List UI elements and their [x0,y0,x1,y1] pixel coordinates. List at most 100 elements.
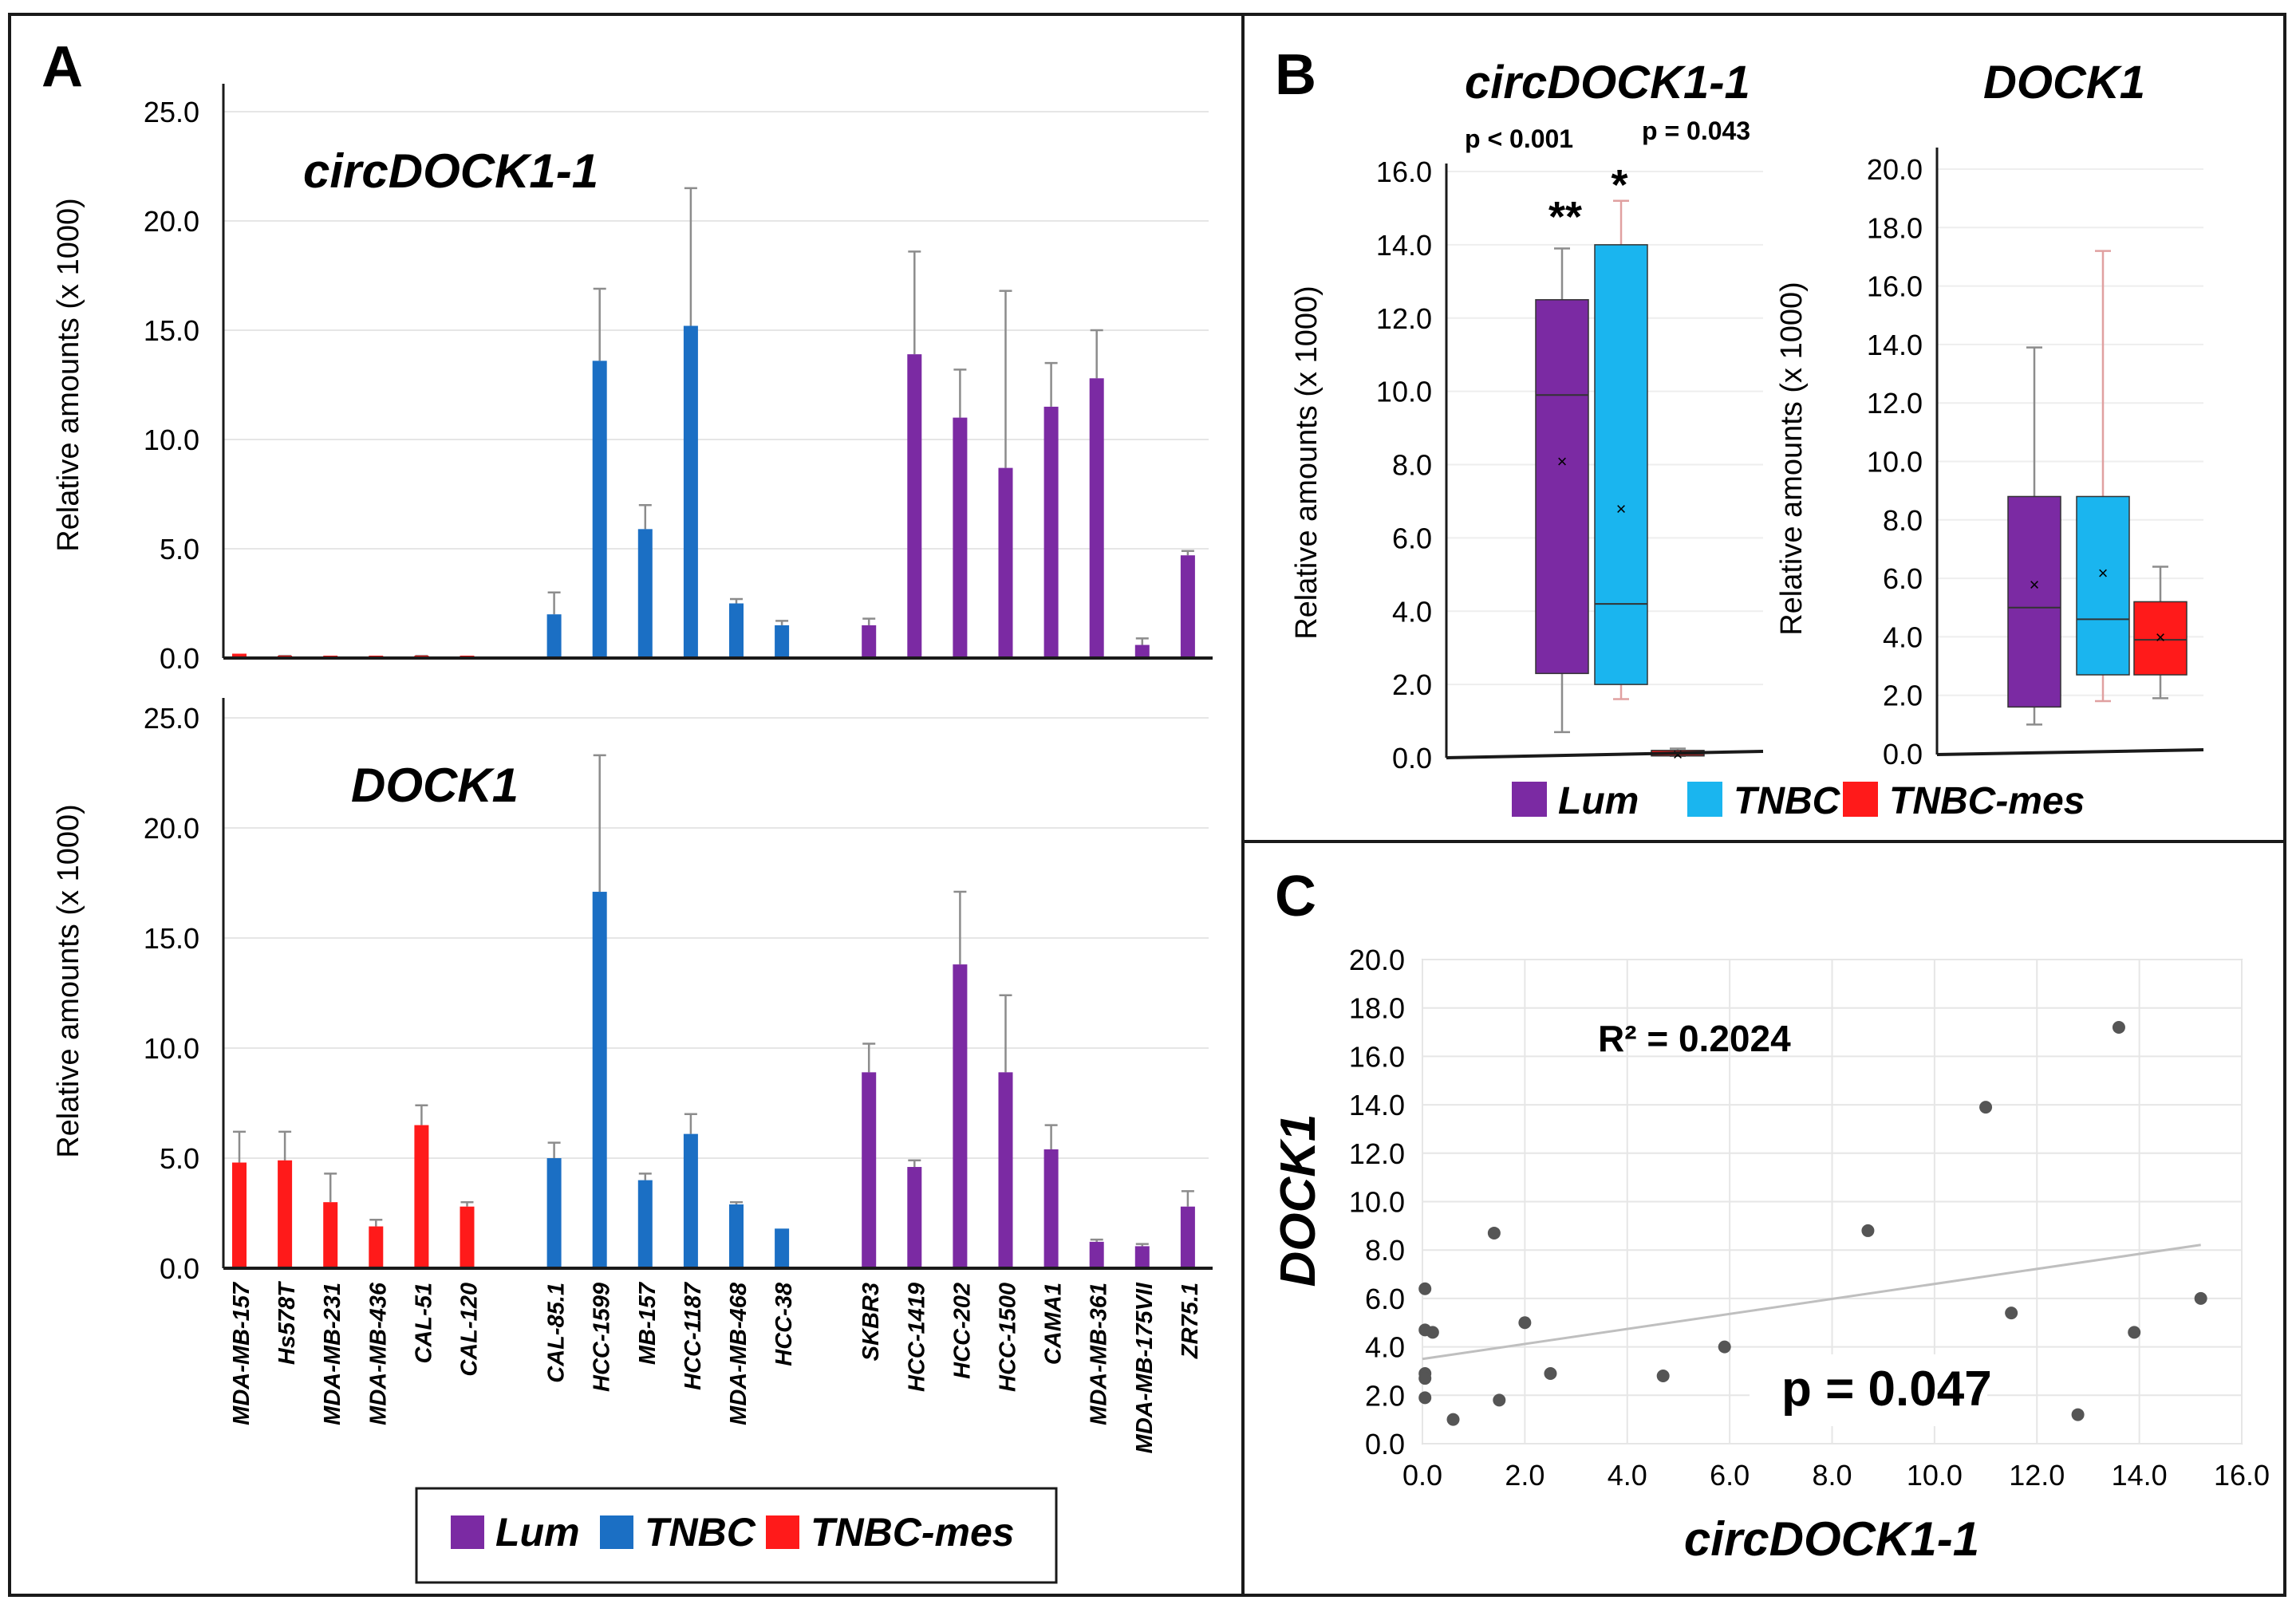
chart-b-circdock1: 0.02.04.06.08.010.012.014.016.0 ××× circ… [1290,57,1764,774]
c-pvalue-bg [1750,1354,1987,1426]
a-x-category-label: ZR75.1 [1178,1283,1203,1359]
b-dock-box-tnbc [2076,495,2130,676]
b-circ-y-tick-label: 16.0 [1376,156,1432,188]
b-circ-y-tick-label: 2.0 [1392,668,1432,701]
b-circ-mean-marker-tnbc: × [1616,499,1627,519]
a-top-y-label: Relative amounts (x 1000) [52,198,85,552]
c-x-tick-label: 6.0 [1710,1459,1750,1492]
a-bot-y-tick-label: 0.0 [160,1252,199,1285]
a-top-bar [907,354,922,658]
a-top-bar [998,467,1013,658]
a-bot-title: DOCK1 [351,759,519,812]
b-dock-y-tick-label: 0.0 [1883,738,1923,771]
a-top-y-tick-label: 25.0 [144,96,199,128]
a-bot-bar [369,1226,384,1268]
c-point [2194,1291,2207,1305]
a-x-category-label: MDA-MB-231 [320,1283,345,1425]
a-bot-y-tick-label: 5.0 [160,1142,199,1175]
a-bot-bar [637,1180,653,1268]
b-dock-box-mes [2133,601,2188,676]
b-circ-star-lum: ** [1548,193,1582,241]
c-x-tick-label: 16.0 [2214,1459,2270,1492]
chart-b-dock1: 0.02.04.06.08.010.012.014.016.018.020.0 … [1775,57,2204,771]
a-top-bar [683,325,698,658]
b-dock-y-tick-label: 18.0 [1867,211,1923,244]
a-top-bar [1134,644,1150,658]
a-top-bar [1180,555,1195,658]
c-point [1446,1413,1460,1426]
b-dock-y-tick-label: 20.0 [1867,153,1923,186]
b-circ-x-axis [1446,750,1764,759]
c-x-label: circDOCK1-1 [1684,1512,1979,1566]
a-top-bar [729,603,744,658]
legend-a: Lum TNBC TNBC-mes [415,1487,1058,1584]
b-dock-box-lum [2007,495,2061,708]
c-point [1656,1370,1670,1383]
legend-a-swatch-lum [451,1515,484,1549]
c-trendline-line [1422,1243,2201,1361]
a-x-category-label: CAL-51 [411,1283,436,1364]
legend-a-swatch-tnbc [600,1515,633,1549]
legend-b-label-tnbc: TNBC [1734,780,1841,822]
c-point [2128,1326,2141,1339]
b-dock-y-tick-label: 4.0 [1883,621,1923,653]
b-circ-y-tick-label: 6.0 [1392,522,1432,554]
b-circ-y-tick-label: 14.0 [1376,229,1432,262]
b-dock-mean-marker-mes: × [2156,627,2166,647]
b-circ-box-tnbc [1594,244,1648,685]
b-circ-y-label: Relative amounts (x 1000) [1290,286,1324,640]
a-top-bar [637,529,653,658]
legend-a-label-lum: Lum [495,1510,580,1555]
chart-a-circdock1: 0.0 5.0 10.0 15.0 20.0 25.0 circDOCK1-1 Relat… [52,84,1213,675]
b-circ-title: circDOCK1-1 [1465,57,1750,108]
a-x-category-label: MDA-MB-436 [365,1282,391,1425]
a-x-category-label: HCC-1500 [996,1283,1021,1392]
c-y-tick-label: 16.0 [1349,1040,1405,1073]
legend-b-swatch-lum [1512,782,1547,817]
c-point [2005,1307,2018,1320]
c-y-tick-label: 10.0 [1349,1186,1405,1219]
legend-a-label-tnbc: TNBC [645,1510,756,1555]
b-circ-y-ticks: 0.0 2.0 4.0 6.0 8.0 10.0 12.0 14.0 16.0 [1376,156,1432,774]
a-x-category-label: SKBR3 [858,1283,884,1361]
a-top-bar [775,625,790,658]
a-x-category-label: MDA-MB-361 [1087,1283,1112,1425]
c-point [1426,1326,1439,1339]
a-bot-bar [1134,1246,1150,1268]
c-point [1418,1391,1432,1405]
b-circ-y-tick-label: 12.0 [1376,302,1432,335]
b-dock-y-tick-label: 2.0 [1883,680,1923,712]
legend-b-label-lum: Lum [1558,780,1639,822]
c-x-tick-label: 14.0 [2112,1459,2168,1492]
a-x-category-label: HCC-1419 [904,1283,929,1392]
b-dock-y-ticks: 0.0 2.0 4.0 6.0 8.0 10.0 12.0 14.0 16.0 18.0 20.0 [1867,153,1923,771]
panel-c-frame [1241,840,2286,1597]
panel-label-b: B [1275,43,1316,107]
b-dock-y-tick-label: 10.0 [1867,446,1923,479]
chart-a-dock1: 0.05.010.015.020.025.0 MDA-MB-157 Hs578T M… [52,698,1213,1453]
a-bot-bar [775,1228,790,1268]
c-point [1418,1282,1432,1295]
b-dock-y-tick-label: 14.0 [1867,329,1923,361]
b-dock-title: DOCK1 [1983,57,2145,108]
c-point [1487,1226,1501,1240]
c-x-tick-label: 8.0 [1812,1459,1852,1492]
c-point [1544,1366,1557,1380]
b-dock-y-label: Relative amounts (x 1000) [1775,282,1809,636]
c-point [1979,1101,1993,1114]
c-points [1418,1020,2207,1426]
a-bot-y-ticks: 0.0 5.0 10.0 15.0 20.0 25.0 [144,702,199,1285]
c-y-tick-label: 12.0 [1349,1137,1405,1170]
a-x-category-labels: MDA-MB-157 Hs578T MDA-MB-231 MDA-MB-436 CAL-… [229,1281,1203,1454]
c-x-tick-label: 0.0 [1402,1459,1442,1492]
chart-c-scatter: 0.0 2.0 4.0 6.0 8.0 10.0 12.0 14.0 16.0 18.0 20.0 0… [1271,944,2270,1566]
a-top-y-tick-label: 5.0 [160,533,199,566]
legend-b-swatch-tnbc [1687,782,1722,817]
a-top-y-tick-label: 20.0 [144,205,199,238]
a-x-category-label: CAL-85.1 [544,1283,570,1383]
a-top-bar [232,653,247,658]
c-y-tick-label: 0.0 [1365,1428,1405,1460]
b-dock-boxes: × × × [2007,250,2188,726]
c-x-tick-label: 12.0 [2009,1459,2065,1492]
c-point [2112,1020,2125,1034]
